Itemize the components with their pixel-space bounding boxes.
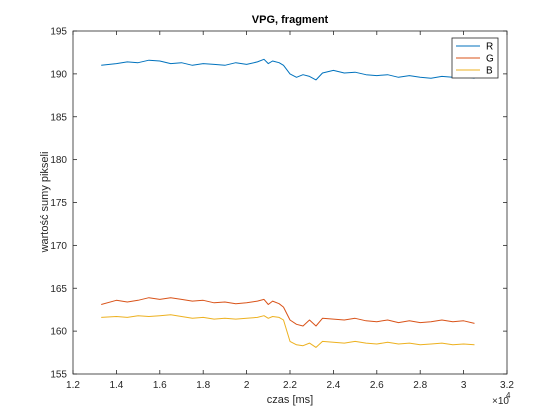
x-tick-label: 2.8 bbox=[413, 380, 427, 391]
series-line-g bbox=[101, 297, 475, 327]
series-layer bbox=[101, 58, 475, 348]
y-tick-label: 155 bbox=[50, 370, 67, 381]
x-tick-label: 1.8 bbox=[196, 380, 210, 391]
x-tick-label: 1.6 bbox=[153, 380, 167, 391]
x-tick-label: 1.2 bbox=[66, 380, 80, 391]
y-tick-label: 185 bbox=[50, 112, 67, 123]
y-tick-label: 190 bbox=[50, 69, 67, 80]
x-tick-label: 2 bbox=[244, 380, 250, 391]
axes-box bbox=[72, 30, 508, 375]
x-tick-label: 3.2 bbox=[500, 380, 514, 391]
x-tick-label: 2.2 bbox=[283, 380, 297, 391]
x-multiplier: ×10 bbox=[492, 396, 509, 407]
y-tick-label: 165 bbox=[50, 284, 67, 295]
x-exponent-label: ×10 4 bbox=[492, 391, 511, 407]
legend: RGB bbox=[451, 37, 499, 79]
y-tick-label: 180 bbox=[50, 155, 67, 166]
x-axis-label: czas [ms] bbox=[267, 394, 313, 406]
y-tick-label: 160 bbox=[50, 327, 67, 338]
legend-label-b: B bbox=[486, 66, 493, 77]
legend-label-r: R bbox=[486, 42, 493, 53]
plot-area bbox=[73, 31, 507, 374]
x-tick-label: 3 bbox=[461, 380, 467, 391]
series-line-b bbox=[101, 314, 475, 348]
chart-title: VPG, fragment bbox=[252, 14, 329, 26]
x-tick-label: 2.4 bbox=[326, 380, 340, 391]
y-tick-label: 170 bbox=[50, 241, 67, 252]
y-tick-label: 175 bbox=[50, 198, 67, 209]
x-multiplier-exponent: 4 bbox=[506, 391, 511, 400]
x-tick-label: 1.4 bbox=[109, 380, 123, 391]
legend-items: RGB bbox=[456, 42, 494, 77]
x-tick-label: 2.6 bbox=[370, 380, 384, 391]
axes-layer: 1.2 1.4 1.6 1.8 2 2.2 2.4 2.6 2.8 3 3.2 155 160 165 17… bbox=[50, 27, 514, 392]
legend-label-g: G bbox=[486, 54, 494, 65]
series-line-r bbox=[101, 58, 475, 81]
y-axis-label: wartość sumy pikseli bbox=[39, 152, 51, 254]
y-tick-label: 195 bbox=[50, 27, 67, 38]
